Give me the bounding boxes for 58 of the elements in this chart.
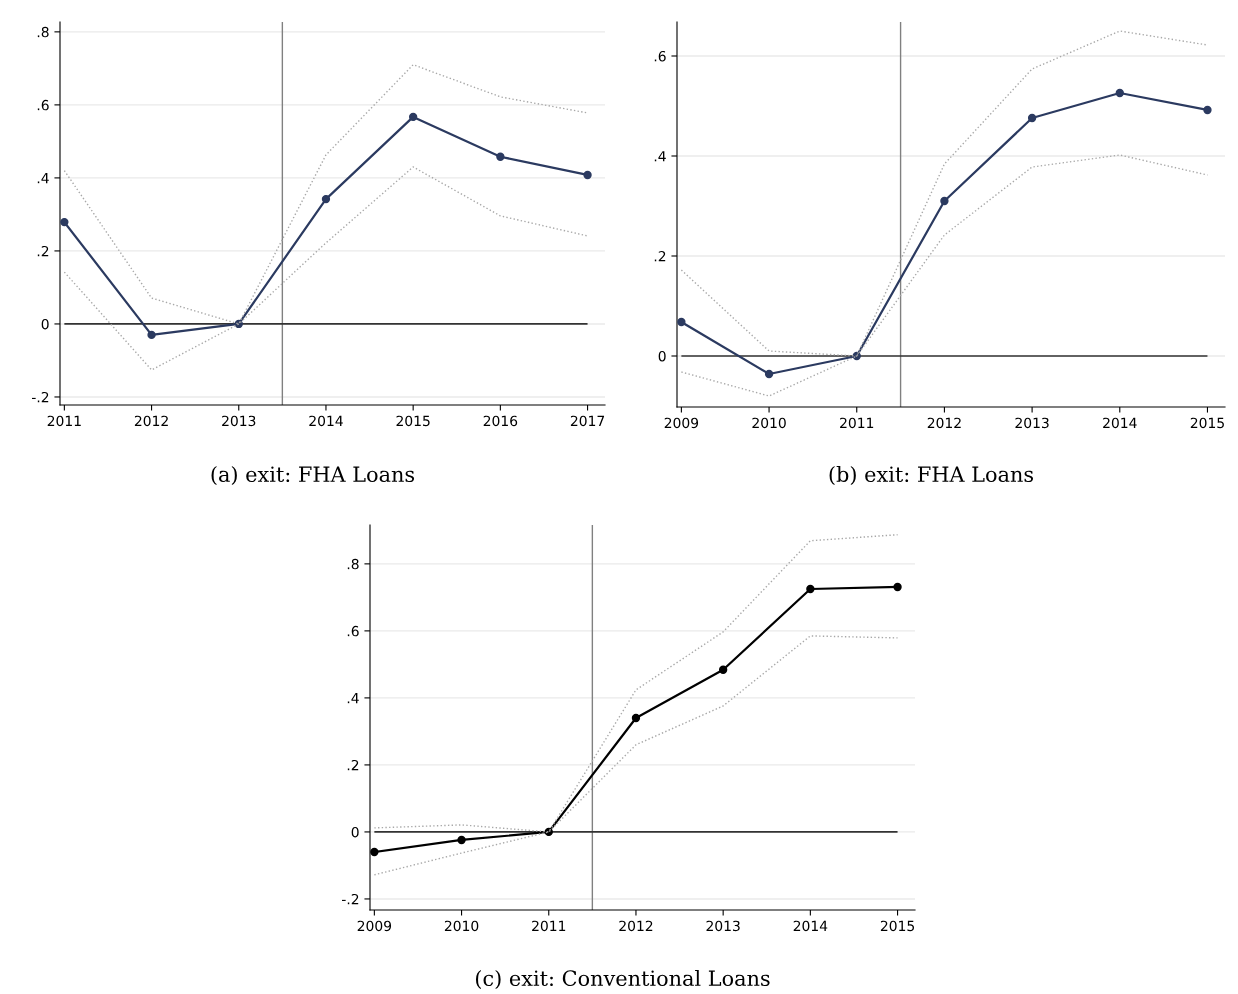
y-tick-label: .2 [347,759,359,771]
x-tick-label: 2011 [532,920,566,932]
x-tick-label: 2013 [1015,417,1049,429]
x-tick-label: 2010 [752,417,786,429]
x-tick-label: 2012 [927,417,961,429]
point [806,584,815,594]
point [1203,105,1212,115]
x-tick-label: 2017 [570,415,605,427]
point [1027,113,1037,123]
y-tick-label: .4 [347,693,359,704]
point [677,317,686,327]
y-tick-label: .6 [37,99,49,111]
x-tick-label: 2015 [880,920,915,932]
x-tick-label: 2012 [619,920,653,932]
x-tick-label: 2013 [706,920,740,932]
y-tick-label: .4 [37,173,49,184]
y-tick-label: -.2 [32,391,49,403]
y-tick-label: .2 [654,250,666,262]
y-tick-label: .2 [37,245,49,257]
point [147,330,156,340]
y-tick-label: .8 [37,26,49,38]
y-tick-label: 0 [351,826,359,838]
x-tick-label: 2014 [1103,417,1137,429]
point [940,196,949,206]
x-tick-label: 2014 [309,415,343,427]
point [457,835,466,845]
point [60,217,69,227]
x-tick-label: 2011 [47,415,81,427]
y-tick-label: .4 [654,151,666,162]
y-tick-label: 0 [41,318,49,330]
text: (a) exit: FHA Loans [211,465,415,485]
point [1115,88,1124,98]
x-tick-label: 2016 [483,415,518,427]
x-tick-label: 2015 [1190,417,1224,429]
point [583,170,592,180]
x-tick-label: 2010 [444,920,479,932]
y-tick-label: 0 [658,350,666,362]
point [764,369,774,379]
x-tick-label: 2011 [840,417,874,429]
x-tick-label: 2014 [793,920,828,932]
point [631,713,641,723]
x-tick-label: 2009 [664,417,699,429]
x-tick-label: 2009 [357,920,392,932]
y-tick-label: -.2 [342,893,359,905]
y-tick-label: .8 [347,558,359,570]
point [893,582,902,592]
point [321,194,331,204]
point [718,665,728,674]
point [496,152,505,161]
y-tick-label: .6 [347,625,359,637]
x-tick-label: 2015 [396,415,430,427]
y-tick-label: .6 [654,50,666,62]
point [408,112,418,122]
point [370,847,379,857]
x-tick-label: 2013 [222,415,256,427]
text: (b) exit: FHA Loans [829,465,1034,485]
x-tick-label: 2012 [134,415,168,427]
text: (c) exit: Conventional Loans [475,969,770,989]
